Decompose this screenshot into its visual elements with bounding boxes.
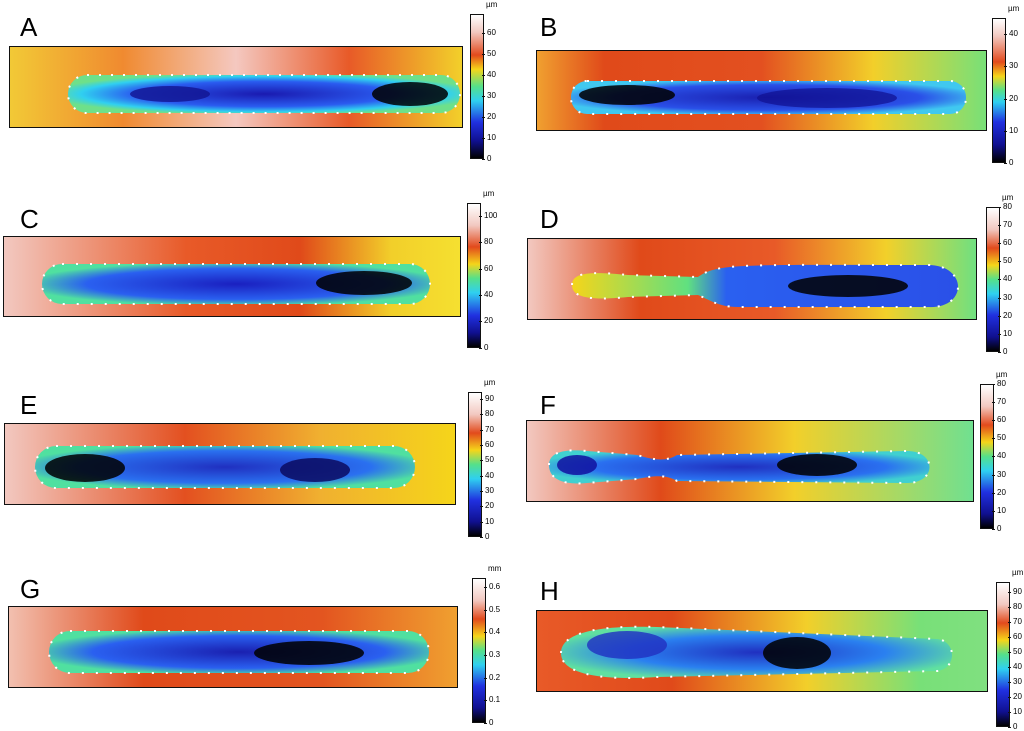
depth-map xyxy=(8,606,458,688)
scale-tick: 50 xyxy=(482,49,496,58)
scale-tick: 10 xyxy=(482,133,496,142)
scale-tick: 20 xyxy=(480,501,494,510)
scale-tick: 70 xyxy=(998,220,1012,229)
scale-tick: 0 xyxy=(479,532,490,541)
scale-tick: 0.2 xyxy=(483,673,501,682)
depth-map xyxy=(536,50,987,131)
depth-map xyxy=(4,423,456,505)
scale-tick: 30 xyxy=(998,293,1012,302)
scale-unit: µm xyxy=(1002,193,1014,202)
scale-tick: 60 xyxy=(992,415,1006,424)
scale-tick: 20 xyxy=(998,311,1012,320)
scale-tick: 50 xyxy=(480,455,494,464)
scale-tick: 0 xyxy=(483,718,494,727)
scale-unit: µm xyxy=(1008,4,1020,13)
scale-tick: 70 xyxy=(992,397,1006,406)
scale-tick: 60 xyxy=(480,440,494,449)
scale-tick: 40 xyxy=(1004,29,1018,38)
scale-tick: 60 xyxy=(998,238,1012,247)
scale-tick: 40 xyxy=(482,70,496,79)
scale-tick: 10 xyxy=(1008,707,1022,716)
scale-tick: 50 xyxy=(1008,647,1022,656)
scale-unit: µm xyxy=(1012,568,1024,577)
scale-bar xyxy=(992,18,1006,163)
scale-tick: 80 xyxy=(1008,602,1022,611)
scale-tick: 90 xyxy=(480,394,494,403)
scale-tick: 40 xyxy=(479,290,493,299)
scale-tick: 20 xyxy=(992,488,1006,497)
scale-tick: 40 xyxy=(992,451,1006,460)
scale-tick: 80 xyxy=(479,237,493,246)
scale-tick: 0 xyxy=(481,154,492,163)
scale-tick: 0.3 xyxy=(483,650,501,659)
panel-label: A xyxy=(20,12,38,42)
scale-bar xyxy=(467,203,481,348)
scale-tick: 40 xyxy=(480,471,494,480)
scale-unit: µm xyxy=(483,189,495,198)
scale-tick: 80 xyxy=(992,379,1006,388)
scale-unit: µm xyxy=(486,0,498,9)
scale-unit: µm xyxy=(484,378,496,387)
scale-tick: 100 xyxy=(478,211,498,220)
panel-label: D xyxy=(540,204,559,234)
scale-tick: 90 xyxy=(1008,587,1022,596)
depth-map xyxy=(9,46,463,128)
scale-tick: 0 xyxy=(478,343,489,352)
scale-tick: 30 xyxy=(482,91,496,100)
scale-tick: 0.5 xyxy=(483,605,501,614)
panel-label: B xyxy=(540,12,558,42)
scale-tick: 40 xyxy=(1008,662,1022,671)
scale-tick: 10 xyxy=(480,517,494,526)
depth-map xyxy=(536,610,988,692)
depth-map xyxy=(3,236,461,317)
scale-tick: 70 xyxy=(480,425,494,434)
scale-tick: 60 xyxy=(479,264,493,273)
scale-tick: 80 xyxy=(998,202,1012,211)
scale-unit: mm xyxy=(488,564,502,573)
scale-unit: µm xyxy=(996,370,1008,379)
scale-tick: 60 xyxy=(1008,632,1022,641)
scale-tick: 30 xyxy=(480,486,494,495)
scale-tick: 30 xyxy=(1004,61,1018,70)
panel-label: F xyxy=(540,390,556,420)
scale-tick: 0.1 xyxy=(483,695,501,704)
scale-bar xyxy=(468,392,482,537)
scale-tick: 0 xyxy=(1003,158,1014,167)
scale-tick: 0.4 xyxy=(483,627,501,636)
scale-bar xyxy=(470,14,484,159)
scale-tick: 10 xyxy=(998,329,1012,338)
scale-tick: 10 xyxy=(1004,126,1018,135)
scale-tick: 50 xyxy=(998,256,1012,265)
panel-label: E xyxy=(20,390,38,420)
panel-label: H xyxy=(540,576,559,606)
scale-tick: 20 xyxy=(479,316,493,325)
scale-tick: 0 xyxy=(997,347,1008,356)
scale-tick: 70 xyxy=(1008,617,1022,626)
scale-tick: 20 xyxy=(1008,692,1022,701)
scale-tick: 30 xyxy=(1008,677,1022,686)
scale-bar xyxy=(472,578,486,723)
depth-map xyxy=(526,420,974,502)
scale-tick: 0 xyxy=(991,524,1002,533)
scale-tick: 30 xyxy=(992,470,1006,479)
scale-tick: 80 xyxy=(480,409,494,418)
scale-tick: 50 xyxy=(992,433,1006,442)
scale-tick: 20 xyxy=(1004,94,1018,103)
scale-bar xyxy=(996,582,1010,727)
scale-tick: 0.6 xyxy=(483,582,501,591)
scale-tick: 0 xyxy=(1007,722,1018,731)
scale-tick: 40 xyxy=(998,274,1012,283)
scale-tick: 10 xyxy=(992,506,1006,515)
scale-tick: 20 xyxy=(482,112,496,121)
panel-label: C xyxy=(20,204,39,234)
depth-map xyxy=(527,238,977,320)
panel-label: G xyxy=(20,574,41,604)
scale-tick: 60 xyxy=(482,28,496,37)
